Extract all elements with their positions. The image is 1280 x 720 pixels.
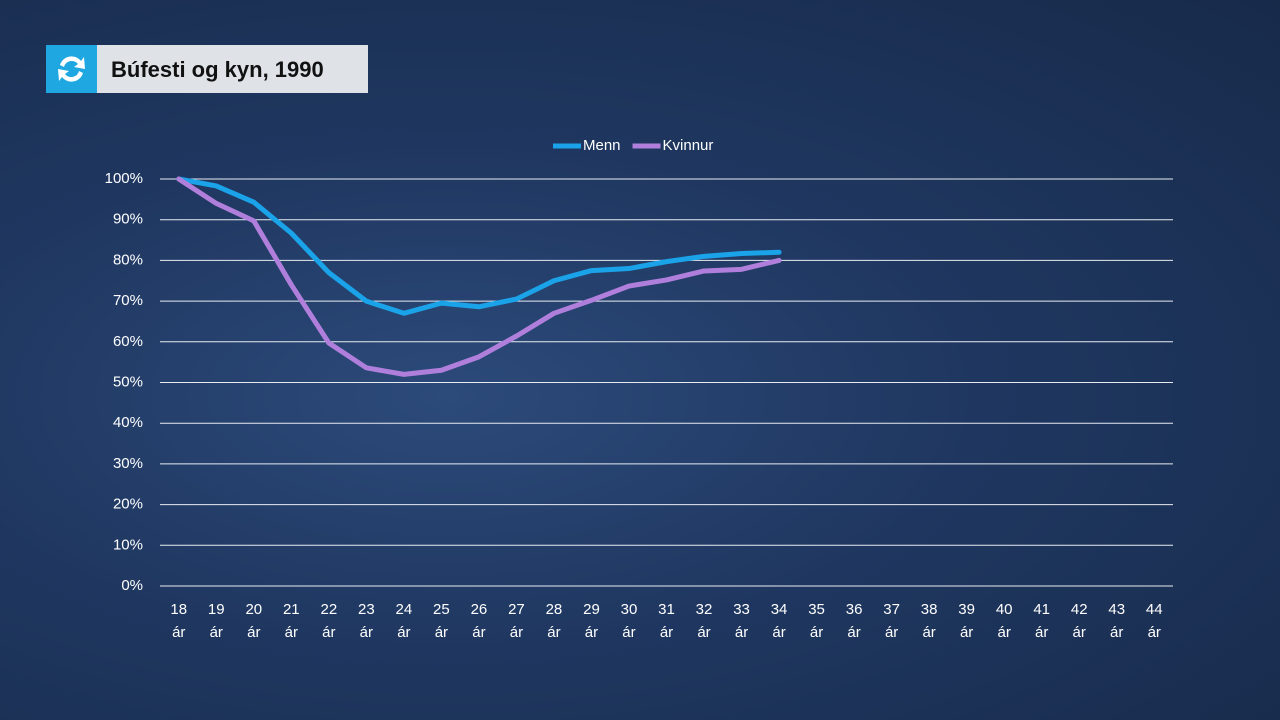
y-tick-label: 20% bbox=[113, 496, 143, 513]
legend-label: Menn bbox=[583, 137, 621, 154]
y-tick-label: 70% bbox=[113, 292, 143, 309]
x-tick-label: 30 ár bbox=[620, 601, 638, 641]
y-tick-label: 30% bbox=[113, 455, 143, 472]
x-tick-label: 43 ár bbox=[1108, 601, 1126, 641]
title-box: Búfesti og kyn, 1990 bbox=[97, 45, 368, 93]
x-tick-label: 40 ár bbox=[995, 601, 1013, 641]
x-tick-label: 36 ár bbox=[845, 601, 863, 641]
x-tick-label: 23 ár bbox=[358, 601, 375, 641]
x-tick-label: 32 ár bbox=[695, 601, 713, 641]
x-tick-label: 33 ár bbox=[733, 601, 750, 641]
y-tick-label: 10% bbox=[113, 536, 143, 553]
x-tick-label: 28 ár bbox=[545, 601, 563, 641]
y-tick-label: 90% bbox=[113, 211, 143, 228]
x-tick-label: 24 ár bbox=[395, 601, 413, 641]
y-tick-label: 40% bbox=[113, 414, 143, 431]
x-tick-label: 42 ár bbox=[1070, 601, 1088, 641]
y-tick-label: 0% bbox=[121, 577, 143, 594]
x-tick-label: 31 ár bbox=[658, 601, 675, 641]
x-tick-label: 19 ár bbox=[207, 601, 225, 641]
x-tick-label: 21 ár bbox=[282, 601, 300, 641]
line bbox=[176, 176, 782, 377]
line bbox=[176, 176, 782, 316]
x-tick-label: 35 ár bbox=[808, 601, 825, 641]
icon-glyph bbox=[58, 56, 85, 82]
y-tick-label: 80% bbox=[113, 251, 143, 268]
x-tick-label: 29 ár bbox=[583, 601, 600, 641]
chart-title: Búfesti og kyn, 1990 bbox=[111, 57, 324, 82]
icon bbox=[46, 45, 97, 93]
x-tick-label: 44 ár bbox=[1145, 601, 1163, 641]
x-tick-label: 41 ár bbox=[1033, 601, 1051, 641]
y-tick-label: 50% bbox=[113, 373, 143, 390]
x-tick-label: 25 ár bbox=[433, 601, 450, 641]
x-tick-label: 39 ár bbox=[958, 601, 975, 641]
x-tick-label: 22 ár bbox=[320, 601, 338, 641]
y-tick-label: 100% bbox=[105, 170, 143, 187]
x-tick-label: 27 ár bbox=[508, 601, 525, 641]
x-tick-label: 37 ár bbox=[883, 601, 900, 641]
legend-label: Kvinnur bbox=[663, 137, 714, 154]
y-tick-label: 60% bbox=[113, 333, 143, 350]
x-tick-label: 20 ár bbox=[245, 601, 263, 641]
x-tick-label: 38 ár bbox=[920, 601, 938, 641]
x-tick-label: 26 ár bbox=[470, 601, 488, 641]
x-tick-label: 34 ár bbox=[770, 601, 788, 641]
x-tick-label: 18 ár bbox=[170, 601, 188, 641]
